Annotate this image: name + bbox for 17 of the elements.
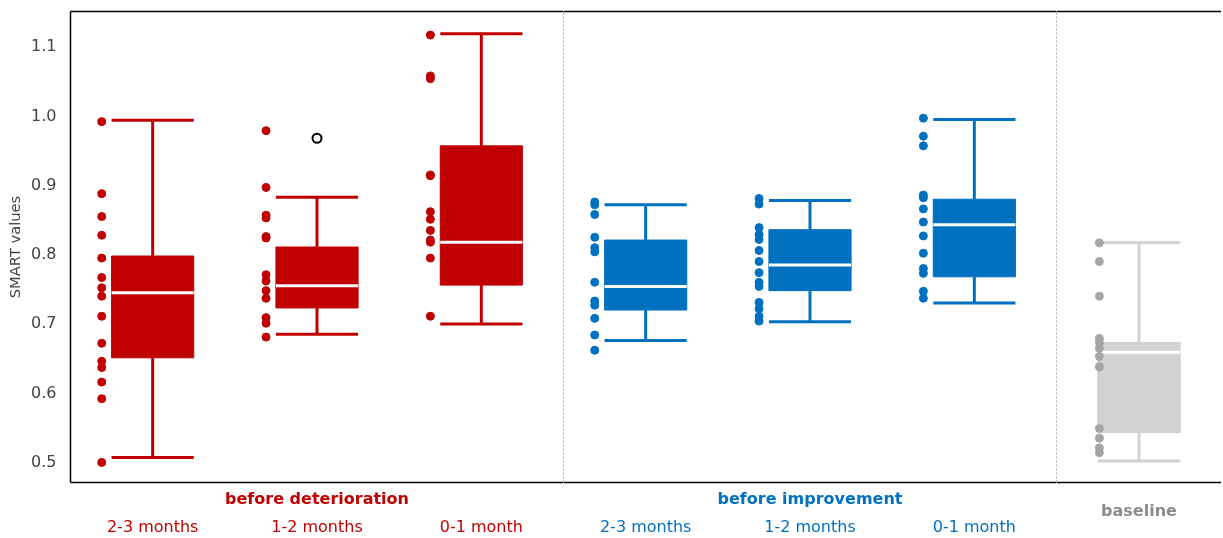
y-axis-title: SMART values — [6, 195, 24, 299]
y-tick-label: 0.9 — [31, 174, 57, 194]
x-tick-label: 2-3 months — [599, 516, 692, 536]
y-tick-label: 0.8 — [31, 244, 57, 264]
y-tick-label: 0.7 — [31, 313, 57, 333]
x-tick-label: baseline — [1101, 500, 1178, 520]
y-tick-label: 0.6 — [31, 382, 57, 402]
x-tick-label: 2-3 months — [106, 516, 199, 536]
x-axis-title: before improvement — [717, 488, 903, 508]
y-tick-label: 1.0 — [31, 105, 57, 125]
y-tick-label: 1.1 — [31, 36, 57, 56]
x-tick-label: 0-1 month — [439, 516, 523, 536]
x-tick-label: 0-1 month — [932, 516, 1016, 536]
x-axis-title: before deterioration — [225, 488, 409, 508]
x-tick-label: 1-2 months — [764, 516, 856, 536]
y-tick-label: 0.5 — [31, 452, 57, 472]
x-tick-label: 1-2 months — [271, 516, 363, 536]
